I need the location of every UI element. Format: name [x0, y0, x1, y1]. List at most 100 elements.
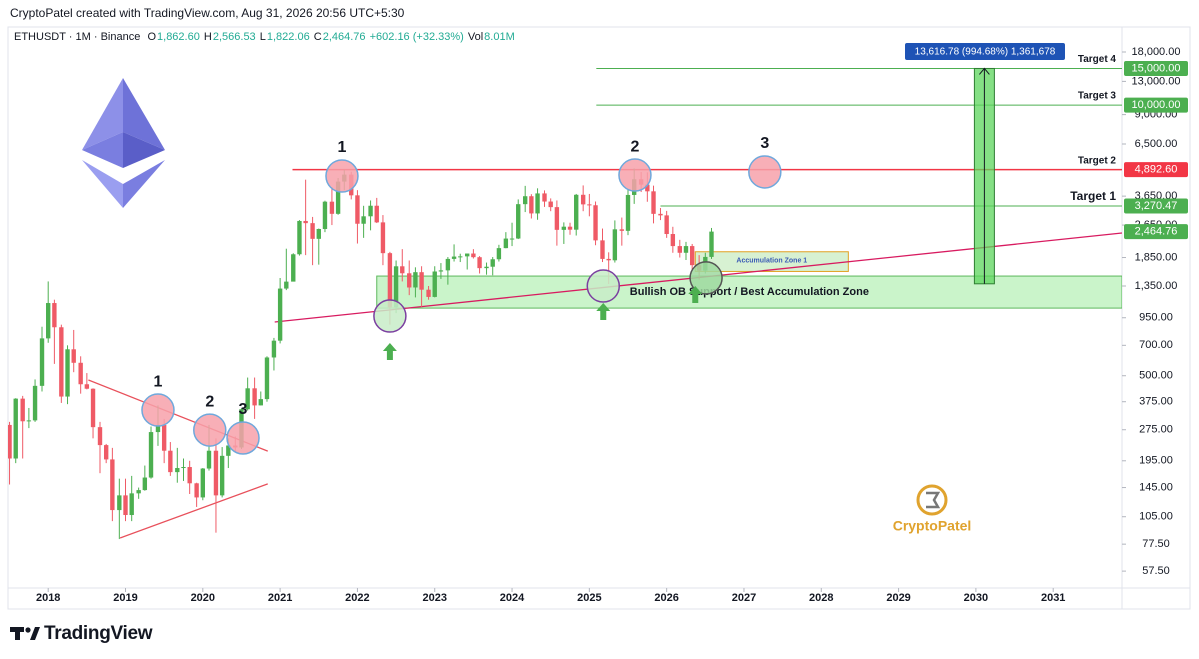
target-name: Target 3 [1078, 91, 1117, 102]
measure-label: 13,616.78 (994.68%) 1,361,678 [915, 47, 1056, 58]
trend-line [119, 483, 268, 539]
candle-body [619, 229, 625, 231]
eth-logo-part [82, 132, 123, 168]
candle-body [407, 273, 412, 288]
candle-body [84, 384, 90, 389]
candle-body [32, 385, 38, 421]
candle-body [71, 349, 76, 363]
candle-body [471, 253, 476, 258]
plot: Bullish OB Support / Best Accumulation Z… [8, 67, 1122, 540]
pattern-circle [141, 393, 175, 427]
candle-body [252, 388, 257, 406]
eth-logo-part [123, 160, 165, 208]
y-tick-label: 18,000.00 [1132, 46, 1181, 58]
candle-body [355, 195, 360, 224]
y-tick-label: 950.00 [1139, 312, 1173, 324]
candle-body [206, 450, 212, 469]
eth-logo-part [123, 78, 165, 150]
x-tick-label: 2024 [500, 592, 525, 604]
candle-body [496, 248, 502, 260]
candle-body [503, 238, 509, 249]
target-name: Target 2 [1078, 155, 1117, 166]
x-tick-label: 2021 [268, 592, 292, 604]
ethereum-logo [82, 78, 165, 208]
candle-body [580, 194, 586, 205]
candle-body [148, 432, 154, 478]
y-tick-label: 6,500.00 [1135, 138, 1178, 150]
candle-body [438, 270, 444, 272]
candle-body [310, 223, 315, 239]
ohlc-value: 1,862.60 [157, 31, 200, 43]
candle-body [509, 238, 515, 240]
candle-body [59, 327, 64, 397]
candle-body [142, 477, 148, 491]
x-tick-label: 2019 [113, 592, 137, 604]
candle-body [542, 193, 547, 202]
candle-body [46, 303, 51, 339]
y-tick-label: 375.00 [1139, 396, 1173, 408]
candle-body [670, 234, 676, 247]
candle-body [284, 281, 289, 289]
y-tick-label: 145.00 [1139, 481, 1173, 493]
candle-body [432, 271, 437, 297]
candle-body [380, 222, 386, 254]
target-name: Target 1 [1070, 189, 1116, 203]
candle-body [548, 201, 553, 208]
candle-body [65, 349, 70, 397]
watermark-text: CryptoPatel [893, 518, 972, 534]
price-label-bg [1124, 224, 1188, 240]
candle-body [297, 220, 302, 255]
candle-body [194, 483, 199, 498]
candle-body [129, 493, 134, 516]
symbol-legend: ETHUSDT · 1M · Binance O1,862.60 H2,566.… [14, 31, 516, 43]
candle-body [458, 256, 463, 258]
footer-brand: TradingView [44, 623, 153, 644]
candle-body [13, 398, 18, 459]
symbol: ETHUSDT · 1M · Binance [14, 31, 141, 43]
candle-body [117, 495, 122, 511]
x-tick-label: 2022 [345, 592, 369, 604]
candle-body [387, 253, 393, 308]
y-tick-label: 13,000.00 [1132, 75, 1181, 87]
candle-body [78, 362, 83, 385]
ohlc-value: 2,566.53 [212, 31, 256, 43]
candle-body [689, 246, 695, 266]
candle-body [400, 266, 405, 274]
up-arrow [382, 343, 397, 361]
candle-body [39, 338, 45, 386]
up-arrow [688, 285, 703, 303]
candle-body [219, 455, 225, 496]
candle-body [168, 450, 173, 473]
candle-body [683, 246, 689, 253]
pattern-label: 2 [631, 138, 640, 155]
watermark-icon [926, 491, 941, 509]
eth-logo-part [82, 78, 123, 150]
candle-body [393, 266, 399, 308]
eth-logo-part [82, 160, 123, 208]
candle-body [426, 289, 431, 297]
candle-body [490, 259, 495, 267]
pattern-circle [586, 269, 621, 303]
candle-body [303, 220, 308, 224]
x-tick-label: 2026 [654, 592, 678, 604]
y-tick-label: 105.00 [1139, 511, 1173, 523]
x-tick-label: 2031 [1041, 592, 1065, 604]
ohlc-key: O [147, 31, 157, 43]
x-tick-label: 2029 [886, 592, 910, 604]
candle-body [612, 229, 618, 261]
volume-key: Vol [467, 31, 484, 43]
footer-logo-part [30, 627, 40, 640]
candle-body [445, 258, 451, 271]
candle-body [155, 424, 161, 433]
candle-body [361, 216, 366, 224]
candle-body [587, 204, 592, 206]
footer-logo-part [25, 627, 31, 633]
candle-body [20, 398, 25, 422]
author-line: CryptoPatel created with TradingView.com… [10, 6, 405, 20]
pattern-circle [748, 155, 782, 189]
price-label-bg [1124, 162, 1188, 178]
measure-label-bg [905, 43, 1065, 60]
volume-value: 8.01M [484, 31, 515, 43]
candle-body [606, 258, 611, 261]
